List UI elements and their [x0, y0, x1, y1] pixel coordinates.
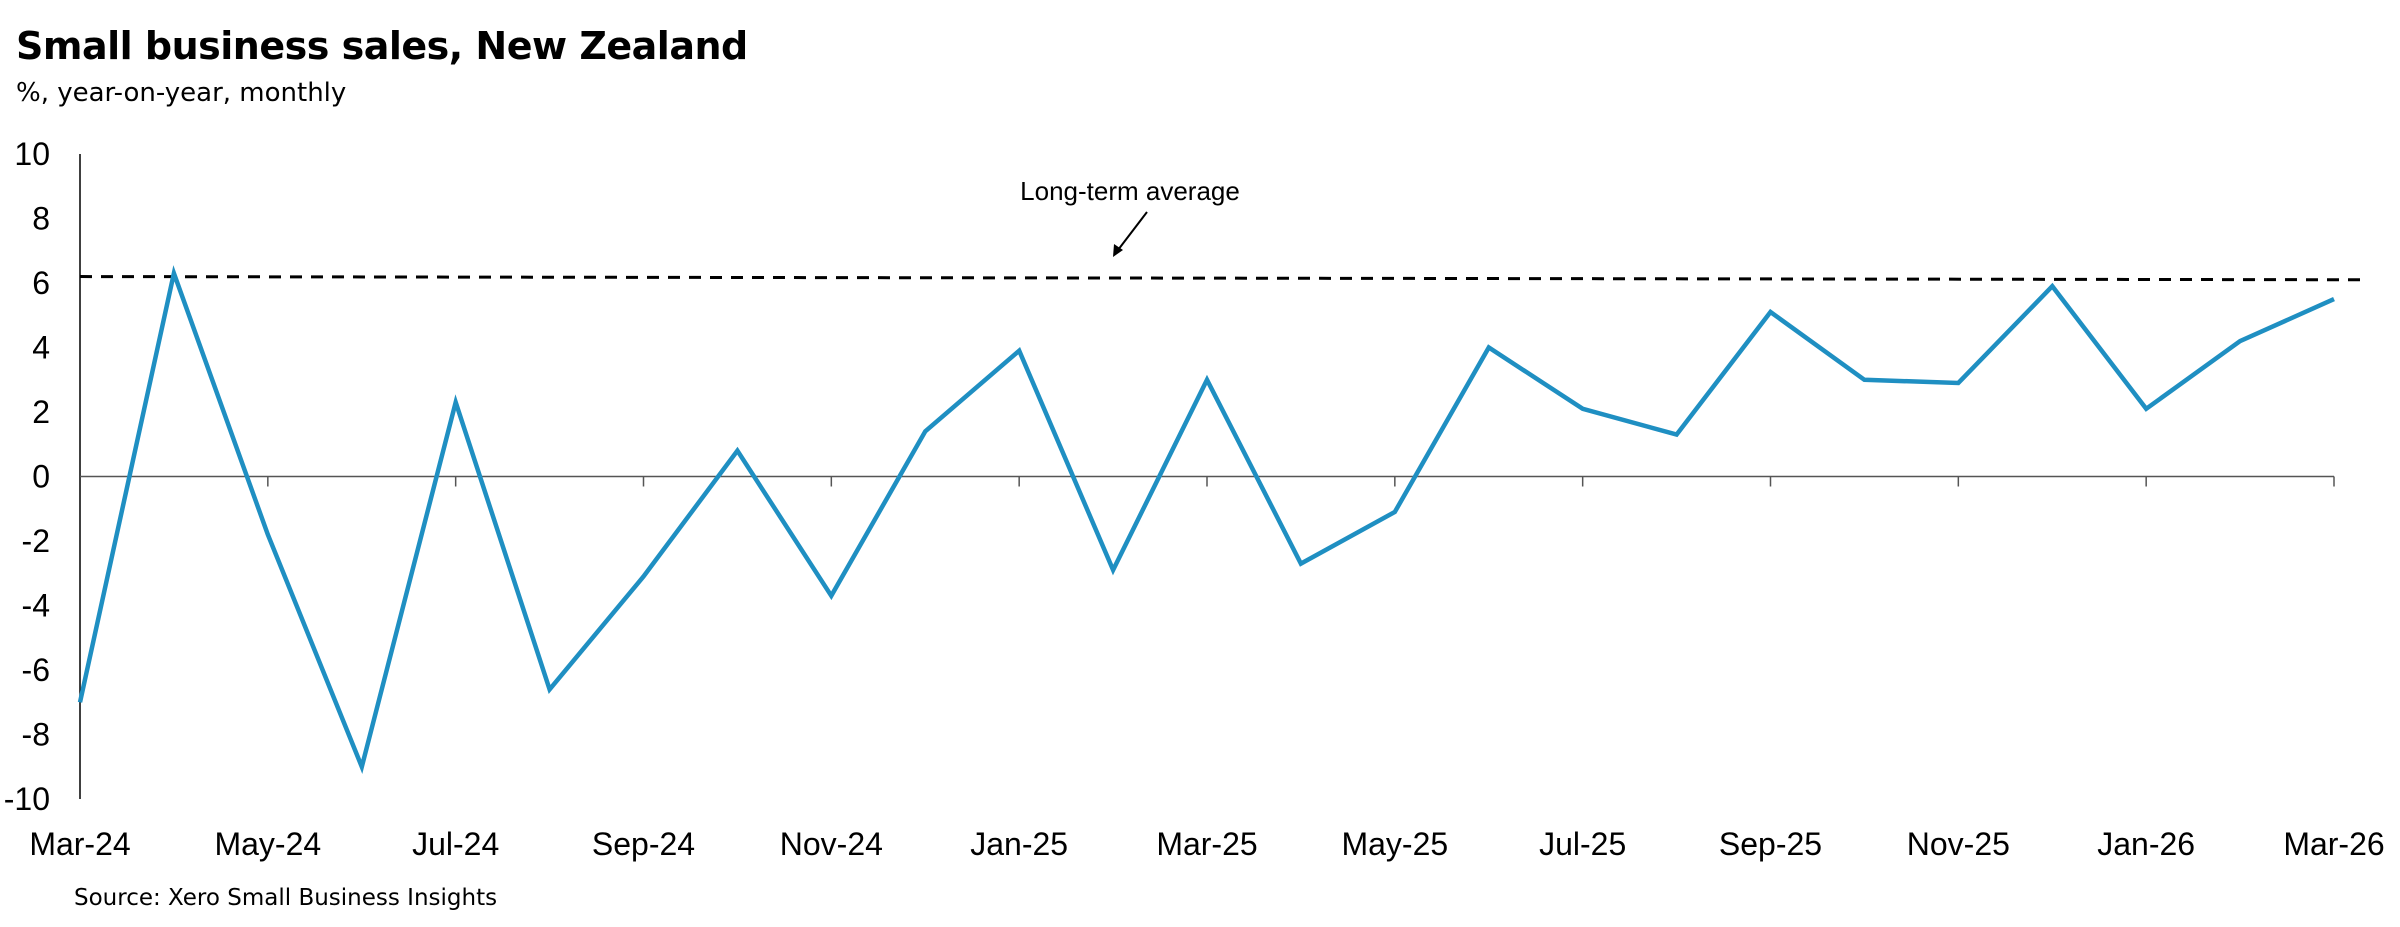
tick-labels-group: Mar-24 May-24 Jul-24 Sep-24 Nov-24 Jan-25 Mar-… — [4, 136, 2385, 862]
x-tick-label: Jan-25 — [970, 826, 1068, 862]
annotation-group: Long-term average — [1020, 176, 1240, 257]
y-tick-label: 10 — [14, 136, 50, 172]
x-tick-label: Nov-24 — [780, 826, 883, 862]
chart-subtitle: %, year-on-year, monthly — [16, 78, 347, 108]
x-tick-label: May-25 — [1341, 826, 1448, 862]
x-tick-label: May-24 — [214, 826, 321, 862]
x-tick-label: Nov-25 — [1907, 826, 2010, 862]
x-tick-label: Mar-26 — [2283, 826, 2384, 862]
y-tick-label: 6 — [32, 265, 50, 301]
x-tick-label: Mar-24 — [29, 826, 130, 862]
chart-source: Source: Xero Small Business Insights — [74, 885, 498, 911]
reference-line-group — [79, 275, 2369, 282]
x-tick-label: Jul-24 — [412, 826, 499, 862]
x-tick-label: Sep-24 — [592, 826, 695, 862]
annotation-arrow-shaft — [1117, 211, 1148, 251]
y-tick-label: -6 — [22, 652, 50, 688]
y-tick-label: 8 — [32, 201, 50, 237]
y-tick-label: -4 — [22, 588, 50, 624]
y-tick-label: -2 — [22, 523, 50, 559]
y-tick-label: -10 — [4, 781, 50, 817]
chart-title: Small business sales, New Zealand — [16, 24, 748, 68]
x-tick-label: Sep-25 — [1719, 826, 1822, 862]
x-tick-label: Mar-25 — [1156, 826, 1257, 862]
x-tick-label: Jul-25 — [1539, 826, 1626, 862]
series-line — [77, 265, 2335, 774]
long-term-average-line — [79, 275, 2369, 282]
y-tick-label: -8 — [22, 717, 50, 753]
y-tick-label: 0 — [32, 459, 50, 495]
chart-axes — [79, 154, 2335, 799]
series-group — [77, 265, 2335, 774]
x-tick-label: Jan-26 — [2097, 826, 2195, 862]
annotation-arrow-head — [1113, 244, 1123, 257]
long-term-average-annotation: Long-term average — [1020, 176, 1240, 206]
y-tick-label: 2 — [32, 394, 50, 430]
y-tick-label: 4 — [32, 330, 50, 366]
